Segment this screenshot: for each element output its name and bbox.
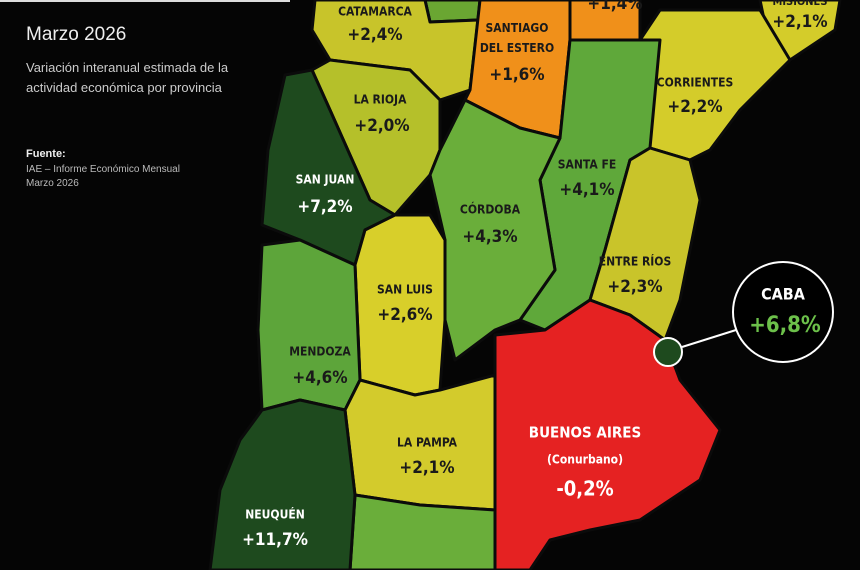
province-value: +4,1% xyxy=(559,180,614,200)
province-name: LA PAMPA xyxy=(397,436,458,450)
province-name: NEUQUÉN xyxy=(245,507,305,522)
province-name: CATAMARCA xyxy=(338,5,412,19)
province-name: ENTRE RÍOS xyxy=(599,254,672,269)
provinces xyxy=(208,0,842,570)
sidebar: Marzo 2026 Variación interanual estimada… xyxy=(26,0,286,189)
province-name: BUENOS AIRES xyxy=(529,424,641,442)
province-value: +4,6% xyxy=(292,368,347,388)
caba-name: CABA xyxy=(761,285,806,304)
province-note: (Conurbano) xyxy=(547,453,623,467)
province-value: +1,4% xyxy=(587,0,642,14)
labels: CATAMARCA +2,4% SANTIAGO DEL ESTERO +1,6%… xyxy=(242,0,828,550)
callout-circle xyxy=(732,261,834,363)
province-value: +2,1% xyxy=(399,458,454,478)
province-name: SANTIAGO DEL ESTERO xyxy=(480,21,554,55)
province-name: MENDOZA xyxy=(289,345,351,359)
description: Variación interanual estimada de la acti… xyxy=(26,60,229,95)
province-name: MISIONES xyxy=(773,0,828,8)
province-value: +7,2% xyxy=(297,197,352,217)
source-date: Marzo 2026 xyxy=(26,178,79,189)
caba-callout: CABA +6,8% xyxy=(653,261,834,367)
source-label: Fuente: xyxy=(26,148,66,160)
province-name: SAN JUAN xyxy=(296,173,355,187)
province-shape xyxy=(423,0,482,24)
date: Marzo 2026 xyxy=(26,24,127,45)
province-name: CÓRDOBA xyxy=(460,202,521,217)
province-shape xyxy=(208,398,357,570)
province-value: +2,2% xyxy=(667,97,722,117)
province-shape xyxy=(310,0,480,102)
province-value: +2,0% xyxy=(354,116,409,136)
caba-marker xyxy=(653,337,683,367)
province-name: LA RIOJA xyxy=(354,93,408,107)
source: IAE – Informe Económico Mensual xyxy=(26,164,180,175)
province-value: +4,3% xyxy=(462,227,517,247)
province-name: SAN LUIS xyxy=(377,283,433,297)
province-value: -0,2% xyxy=(556,477,613,501)
province-value: +2,4% xyxy=(347,25,402,45)
province-value: +1,6% xyxy=(489,65,544,85)
caba-value: +6,8% xyxy=(749,313,821,338)
province-value: +2,1% xyxy=(772,12,827,32)
province-value: +2,6% xyxy=(377,305,432,325)
province-name: CORRIENTES xyxy=(657,76,734,90)
province-value: +11,7% xyxy=(242,530,308,550)
callout-line xyxy=(681,329,737,348)
province-shape xyxy=(493,298,722,570)
province-shape xyxy=(588,146,702,342)
province-name: SANTA FE xyxy=(558,158,616,172)
province-value: +2,3% xyxy=(607,277,662,297)
